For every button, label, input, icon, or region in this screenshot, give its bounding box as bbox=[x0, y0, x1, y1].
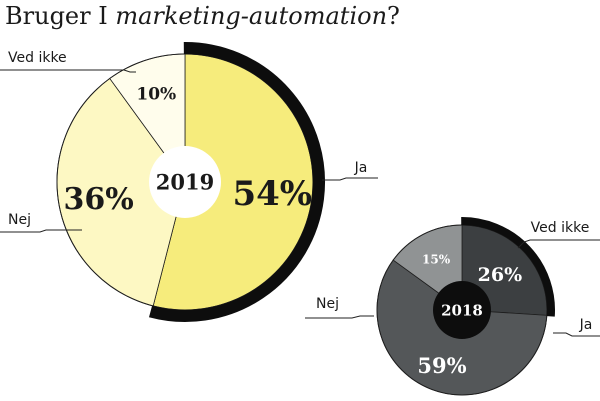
pie-2019-callout-line-Ved ikke bbox=[0, 69, 136, 73]
pie-2018-value-label-Ved ikke: 15% bbox=[422, 252, 451, 266]
chart-title-prefix: Bruger I bbox=[5, 2, 116, 30]
pie-2019-center bbox=[149, 146, 221, 218]
pie-2019-callout-line-Nej bbox=[0, 229, 82, 233]
pie-2019-category-label-Ja: Ja bbox=[354, 160, 368, 176]
pie-2018-value-label-Ja: 26% bbox=[478, 264, 523, 286]
pie-2019-callout-line-Ja bbox=[322, 177, 378, 181]
pie-2018-center bbox=[433, 281, 491, 339]
pie-2019-value-label-Ja: 54% bbox=[232, 174, 312, 214]
chart-title-suffix: ? bbox=[387, 2, 400, 30]
chart-title-emphasis: marketing-automation bbox=[115, 2, 388, 30]
pie-2018-center-label: 2018 bbox=[441, 301, 483, 319]
pie-2018-rim bbox=[376, 224, 548, 396]
pie-2018-callout-line-Ved ikke bbox=[517, 239, 600, 249]
pie-2018-category-label-Ja: Ja bbox=[579, 317, 593, 333]
pie-2019-category-label-Ved ikke: Ved ikke bbox=[8, 50, 67, 66]
pie-2018-highlight-ring bbox=[461, 216, 555, 317]
pie-2019-highlight-ring bbox=[149, 42, 326, 322]
chart-title: Bruger I marketing-automation? bbox=[5, 2, 400, 30]
pie-2019-value-label-Nej: 36% bbox=[63, 182, 133, 217]
pie-2019-value-label-Ved ikke: 10% bbox=[136, 85, 176, 105]
pie-2018-category-label-Ved ikke: Ved ikke bbox=[531, 220, 590, 236]
pie-2018-value-label-Nej: 59% bbox=[417, 353, 466, 378]
pie-2019-category-label-Nej: Nej bbox=[8, 212, 31, 228]
pie-2019-center-label: 2019 bbox=[156, 169, 214, 194]
pie-2018-category-label-Nej: Nej bbox=[316, 296, 339, 312]
pie-2018-callout-line-Ja bbox=[553, 332, 600, 337]
pie-2018-callout-line-Nej bbox=[305, 315, 374, 319]
